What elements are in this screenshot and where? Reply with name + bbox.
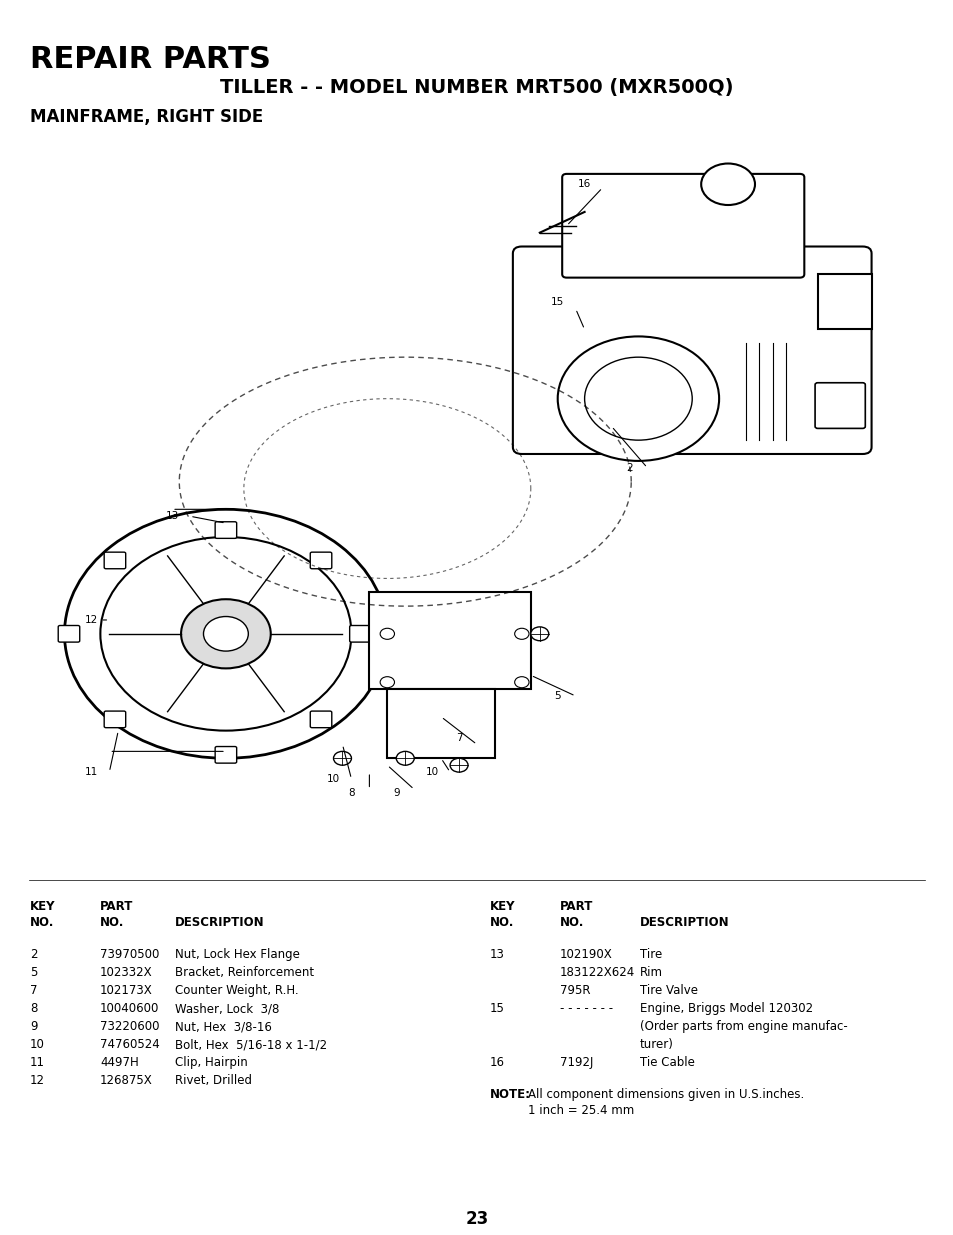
Text: 2: 2 <box>625 463 632 473</box>
Circle shape <box>65 509 387 758</box>
Text: Counter Weight, R.H.: Counter Weight, R.H. <box>174 984 298 997</box>
Text: KEY: KEY <box>30 900 55 913</box>
Circle shape <box>379 677 395 688</box>
Circle shape <box>530 627 548 641</box>
Text: TILLER - - MODEL NUMBER MRT500 (MXR500Q): TILLER - - MODEL NUMBER MRT500 (MXR500Q) <box>220 78 733 98</box>
Text: 9: 9 <box>30 1020 37 1032</box>
Text: 2: 2 <box>30 948 37 961</box>
Text: Rivet, Drilled: Rivet, Drilled <box>174 1074 252 1087</box>
Text: 73970500: 73970500 <box>100 948 159 961</box>
Text: 13: 13 <box>490 948 504 961</box>
Text: 11: 11 <box>85 767 98 777</box>
Bar <box>369 593 530 689</box>
FancyBboxPatch shape <box>561 174 803 278</box>
Text: - - - - - - -: - - - - - - - <box>559 1002 613 1015</box>
FancyBboxPatch shape <box>104 711 126 727</box>
Text: NOTE:: NOTE: <box>490 1088 531 1100</box>
Text: 5: 5 <box>30 966 37 979</box>
Text: All component dimensions given in U.S.inches.: All component dimensions given in U.S.in… <box>527 1088 803 1100</box>
Text: PART: PART <box>100 900 133 913</box>
Text: 5: 5 <box>554 692 560 701</box>
Text: 10040600: 10040600 <box>100 1002 159 1015</box>
Text: 16: 16 <box>490 1056 504 1070</box>
Bar <box>817 274 871 330</box>
Text: NO.: NO. <box>559 916 584 929</box>
Circle shape <box>514 629 529 640</box>
Circle shape <box>558 336 719 461</box>
Text: 15: 15 <box>490 1002 504 1015</box>
Text: 11: 11 <box>30 1056 45 1070</box>
Text: 102190X: 102190X <box>559 948 612 961</box>
Text: 10: 10 <box>30 1037 45 1051</box>
Text: 126875X: 126875X <box>100 1074 152 1087</box>
Circle shape <box>700 163 754 205</box>
Circle shape <box>514 677 529 688</box>
Text: REPAIR PARTS: REPAIR PARTS <box>30 44 271 74</box>
Circle shape <box>395 751 414 766</box>
Text: 7: 7 <box>456 732 462 742</box>
Text: Clip, Hairpin: Clip, Hairpin <box>174 1056 248 1070</box>
Text: (Order parts from engine manufac-: (Order parts from engine manufac- <box>639 1020 847 1032</box>
Text: Tire: Tire <box>639 948 661 961</box>
Text: Nut, Hex  3/8-16: Nut, Hex 3/8-16 <box>174 1020 272 1032</box>
Circle shape <box>450 758 468 772</box>
Text: Bolt, Hex  5/16-18 x 1-1/2: Bolt, Hex 5/16-18 x 1-1/2 <box>174 1037 327 1051</box>
FancyBboxPatch shape <box>215 521 236 538</box>
FancyBboxPatch shape <box>310 711 332 727</box>
Text: 102173X: 102173X <box>100 984 152 997</box>
Text: 9: 9 <box>393 788 399 798</box>
Bar <box>387 689 495 758</box>
Text: 102332X: 102332X <box>100 966 152 979</box>
Text: DESCRIPTION: DESCRIPTION <box>174 916 264 929</box>
Text: 15: 15 <box>551 296 564 306</box>
Text: 7: 7 <box>30 984 37 997</box>
Text: 74760524: 74760524 <box>100 1037 159 1051</box>
Text: NO.: NO. <box>100 916 124 929</box>
Text: 16: 16 <box>578 179 591 189</box>
FancyBboxPatch shape <box>104 552 126 569</box>
Text: 1 inch = 25.4 mm: 1 inch = 25.4 mm <box>527 1104 634 1116</box>
Circle shape <box>100 537 351 731</box>
Text: DESCRIPTION: DESCRIPTION <box>639 916 729 929</box>
Text: 23: 23 <box>465 1210 488 1228</box>
FancyBboxPatch shape <box>814 383 864 429</box>
Text: Bracket, Reinforcement: Bracket, Reinforcement <box>174 966 314 979</box>
Text: Tie Cable: Tie Cable <box>639 1056 694 1070</box>
Circle shape <box>584 357 692 440</box>
Text: 12: 12 <box>30 1074 45 1087</box>
Text: 73220600: 73220600 <box>100 1020 159 1032</box>
Text: turer): turer) <box>639 1037 673 1051</box>
FancyBboxPatch shape <box>310 552 332 569</box>
Text: 8: 8 <box>348 788 355 798</box>
Circle shape <box>379 629 395 640</box>
Circle shape <box>181 599 271 668</box>
Text: 12: 12 <box>85 615 98 625</box>
Text: NO.: NO. <box>30 916 54 929</box>
Text: PART: PART <box>559 900 593 913</box>
FancyBboxPatch shape <box>350 625 371 642</box>
Text: 10: 10 <box>425 767 438 777</box>
Circle shape <box>334 751 351 766</box>
Text: 183122X624: 183122X624 <box>559 966 635 979</box>
Text: Washer, Lock  3/8: Washer, Lock 3/8 <box>174 1002 279 1015</box>
FancyBboxPatch shape <box>215 746 236 763</box>
Circle shape <box>203 616 248 651</box>
Text: 8: 8 <box>30 1002 37 1015</box>
FancyBboxPatch shape <box>58 625 80 642</box>
Text: Nut, Lock Hex Flange: Nut, Lock Hex Flange <box>174 948 299 961</box>
Text: MAINFRAME, RIGHT SIDE: MAINFRAME, RIGHT SIDE <box>30 107 263 126</box>
Text: 4497H: 4497H <box>100 1056 138 1070</box>
Text: Tire Valve: Tire Valve <box>639 984 698 997</box>
FancyBboxPatch shape <box>513 247 871 454</box>
Text: Engine, Briggs Model 120302: Engine, Briggs Model 120302 <box>639 1002 812 1015</box>
Text: 13: 13 <box>165 511 178 521</box>
Text: 795R: 795R <box>559 984 590 997</box>
Text: 7192J: 7192J <box>559 1056 593 1070</box>
Text: KEY: KEY <box>490 900 515 913</box>
Text: NO.: NO. <box>490 916 514 929</box>
Text: Rim: Rim <box>639 966 662 979</box>
Text: 10: 10 <box>327 774 339 784</box>
